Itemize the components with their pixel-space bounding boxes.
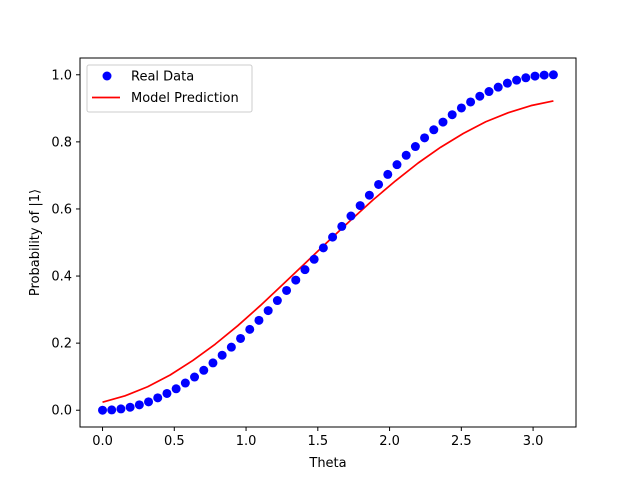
data-point <box>107 405 117 415</box>
y-tick-label: 0.6 <box>51 202 72 217</box>
data-point <box>438 117 448 127</box>
data-point <box>493 82 503 92</box>
legend-box <box>86 64 253 113</box>
data-point <box>475 91 485 101</box>
x-tick-label: 1.5 <box>307 434 328 449</box>
plot-frame <box>79 57 577 428</box>
x-axis: 0.0 0.5 1.0 1.5 2.0 2.5 3.0 <box>92 427 543 449</box>
data-point <box>502 78 512 88</box>
data-point <box>226 342 236 352</box>
data-point <box>401 150 411 160</box>
data-point <box>199 365 209 375</box>
data-point <box>263 306 273 316</box>
data-point <box>420 133 430 143</box>
data-point <box>346 211 356 221</box>
data-point <box>410 142 420 152</box>
series-layer <box>98 70 558 415</box>
data-point <box>208 358 218 368</box>
data-point <box>162 388 172 398</box>
x-tick-label: 2.0 <box>379 434 400 449</box>
data-point <box>282 285 292 295</box>
data-point <box>98 405 108 415</box>
data-point <box>374 179 384 189</box>
y-tick-label: 0.4 <box>51 270 72 285</box>
data-point <box>392 160 402 170</box>
data-point <box>548 70 558 80</box>
data-point <box>484 87 494 97</box>
legend: Real Data Model Prediction <box>86 64 253 113</box>
data-point <box>180 378 190 388</box>
data-point <box>530 71 540 81</box>
legend-label-model-prediction: Model Prediction <box>131 91 239 106</box>
data-point <box>429 125 439 135</box>
data-point <box>125 402 135 412</box>
x-tick-label: 2.5 <box>451 434 472 449</box>
data-point <box>337 221 347 231</box>
series-line-model-prediction <box>102 100 554 403</box>
data-point <box>134 400 144 410</box>
y-axis-label: Probability of |1⟩ <box>28 189 43 296</box>
data-point <box>521 73 531 83</box>
data-point <box>272 296 282 306</box>
data-point <box>144 397 154 407</box>
x-tick-label: 0.5 <box>164 434 185 449</box>
data-point <box>364 190 374 200</box>
data-point <box>539 70 549 80</box>
y-axis: 0.0 0.2 0.4 0.6 0.8 1.0 <box>51 68 80 419</box>
data-point <box>300 265 310 275</box>
data-point <box>153 393 163 403</box>
x-tick-label: 1.0 <box>236 434 257 449</box>
x-tick-label: 0.0 <box>92 434 113 449</box>
data-point <box>217 350 227 360</box>
data-point <box>456 103 466 113</box>
data-point <box>245 324 255 334</box>
y-tick-label: 0.0 <box>51 404 72 419</box>
data-point <box>254 315 264 325</box>
data-point <box>328 232 338 242</box>
data-point <box>190 372 200 382</box>
y-tick-label: 1.0 <box>51 68 72 83</box>
data-point <box>512 75 522 85</box>
x-tick-label: 3.0 <box>523 434 544 449</box>
data-point <box>447 110 457 120</box>
data-point <box>171 384 181 394</box>
data-point <box>466 97 476 107</box>
legend-marker-real-data <box>102 71 112 81</box>
data-point <box>236 333 246 343</box>
data-point <box>116 404 126 414</box>
data-point <box>383 169 393 179</box>
data-point <box>355 201 365 211</box>
data-point <box>318 243 328 253</box>
y-tick-label: 0.8 <box>51 135 72 150</box>
y-tick-label: 0.2 <box>51 337 72 352</box>
data-point <box>291 275 301 285</box>
data-point <box>309 254 319 264</box>
legend-label-real-data: Real Data <box>131 70 194 85</box>
x-axis-label: Theta <box>308 456 346 471</box>
